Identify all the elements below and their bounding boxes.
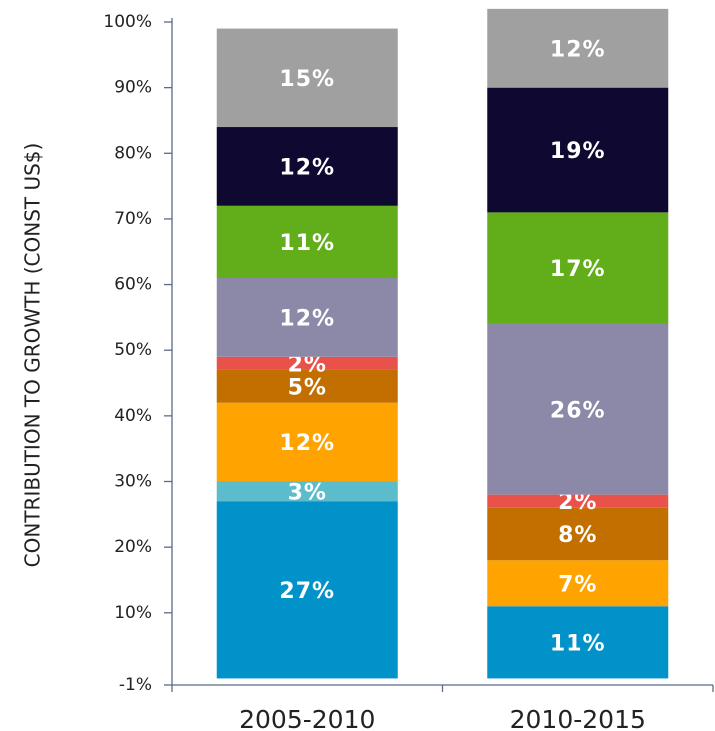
bar-segment bbox=[216, 205, 398, 279]
y-axis-label: CONTRIBUTION TO GROWTH (CONST US$) bbox=[21, 143, 45, 568]
value-label: 15% bbox=[279, 67, 335, 92]
y-tick-label: 60% bbox=[114, 275, 152, 295]
x-tick-label: 2005-2010 bbox=[239, 705, 375, 731]
value-label: 12% bbox=[279, 155, 335, 180]
value-label: 27% bbox=[279, 579, 335, 604]
bar-segment bbox=[487, 560, 669, 607]
bar-segment bbox=[487, 87, 669, 213]
bar-segment bbox=[216, 481, 398, 502]
value-label: 7% bbox=[558, 572, 597, 597]
bar-segment bbox=[216, 278, 398, 357]
bar-segment bbox=[216, 402, 398, 482]
value-label: 19% bbox=[550, 139, 606, 164]
bar-segment bbox=[216, 127, 398, 206]
y-tick-label: 90% bbox=[114, 78, 152, 98]
value-label: 26% bbox=[550, 398, 606, 423]
value-label: 12% bbox=[279, 431, 335, 456]
bar-segment bbox=[487, 8, 669, 88]
value-label: 12% bbox=[279, 306, 335, 331]
value-label: 5% bbox=[288, 375, 327, 400]
value-label: 3% bbox=[288, 480, 327, 505]
y-tick-label: 20% bbox=[114, 537, 152, 557]
bar-segment bbox=[487, 212, 669, 324]
bar-segment bbox=[487, 507, 669, 561]
bar-segment bbox=[216, 356, 398, 370]
value-label: 17% bbox=[550, 257, 606, 282]
y-tick-label: 50% bbox=[114, 340, 152, 360]
value-label: 11% bbox=[279, 231, 335, 256]
y-tick-label: 30% bbox=[114, 472, 152, 492]
y-tick-label: 40% bbox=[114, 406, 152, 426]
x-tick-label: 2010-2015 bbox=[510, 705, 646, 731]
y-tick-label: 100% bbox=[103, 12, 152, 32]
bar-segment bbox=[216, 369, 398, 403]
y-tick-label: 70% bbox=[114, 209, 152, 229]
bar-segment bbox=[216, 501, 398, 679]
y-tick-label: -1% bbox=[119, 675, 152, 695]
bar-segment bbox=[216, 28, 398, 128]
value-label: 11% bbox=[550, 631, 606, 656]
bar-segment bbox=[487, 323, 669, 495]
value-label: 12% bbox=[550, 37, 606, 62]
bar-segment bbox=[487, 606, 669, 679]
bar-segment bbox=[487, 494, 669, 508]
y-tick-label: 10% bbox=[114, 603, 152, 623]
value-label: 8% bbox=[558, 523, 597, 548]
y-tick-label: 80% bbox=[114, 143, 152, 163]
